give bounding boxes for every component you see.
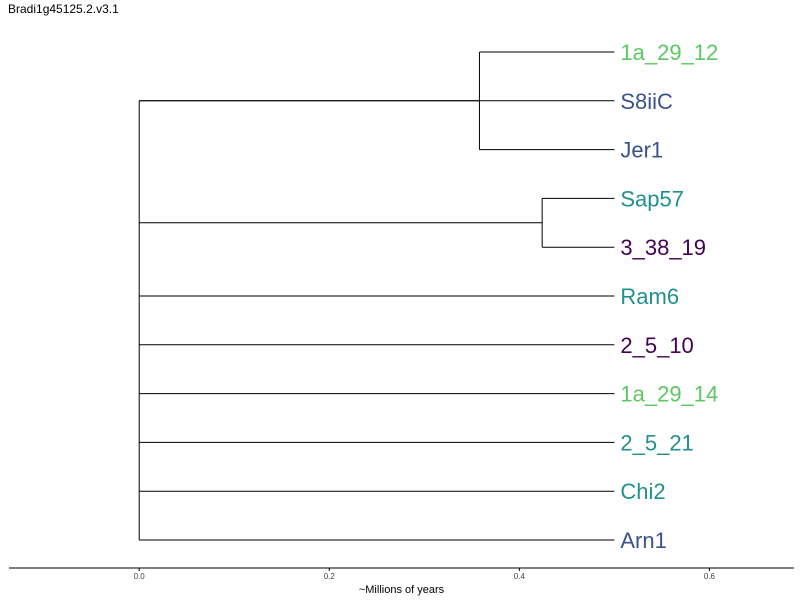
x-axis: 0.0 0.2 0.4 0.6 [9, 567, 794, 581]
leaf-label: Chi2 [620, 479, 665, 504]
leaf-label: 3_38_19 [620, 235, 706, 260]
leaf-label: Jer1 [620, 138, 663, 163]
leaf-label: 2_5_21 [620, 430, 693, 455]
leaf-label: Ram6 [620, 284, 679, 309]
leaf-label: 1a_29_12 [620, 40, 718, 65]
x-axis-label: ~Millions of years [359, 584, 445, 596]
leaf-label: 2_5_10 [620, 333, 693, 358]
branches-group [138, 51, 615, 541]
leaf-label: Arn1 [620, 528, 666, 553]
x-tick-label: 0.4 [514, 572, 526, 581]
x-tick-label: 0.0 [134, 572, 146, 581]
leaf-label: S8iiC [620, 89, 673, 114]
leaf-labels-group: 1a_29_12 S8iiC Jer1 Sap57 3_38_19 Ram6 2_5_10 1… [620, 40, 718, 553]
x-tick-label: 0.6 [704, 572, 716, 581]
leaf-label: 1a_29_14 [620, 382, 718, 407]
leaf-label: Sap57 [620, 186, 684, 211]
x-tick-label: 0.2 [324, 572, 336, 581]
chart-title: Bradi1g45125.2.v3.1 [8, 2, 119, 16]
